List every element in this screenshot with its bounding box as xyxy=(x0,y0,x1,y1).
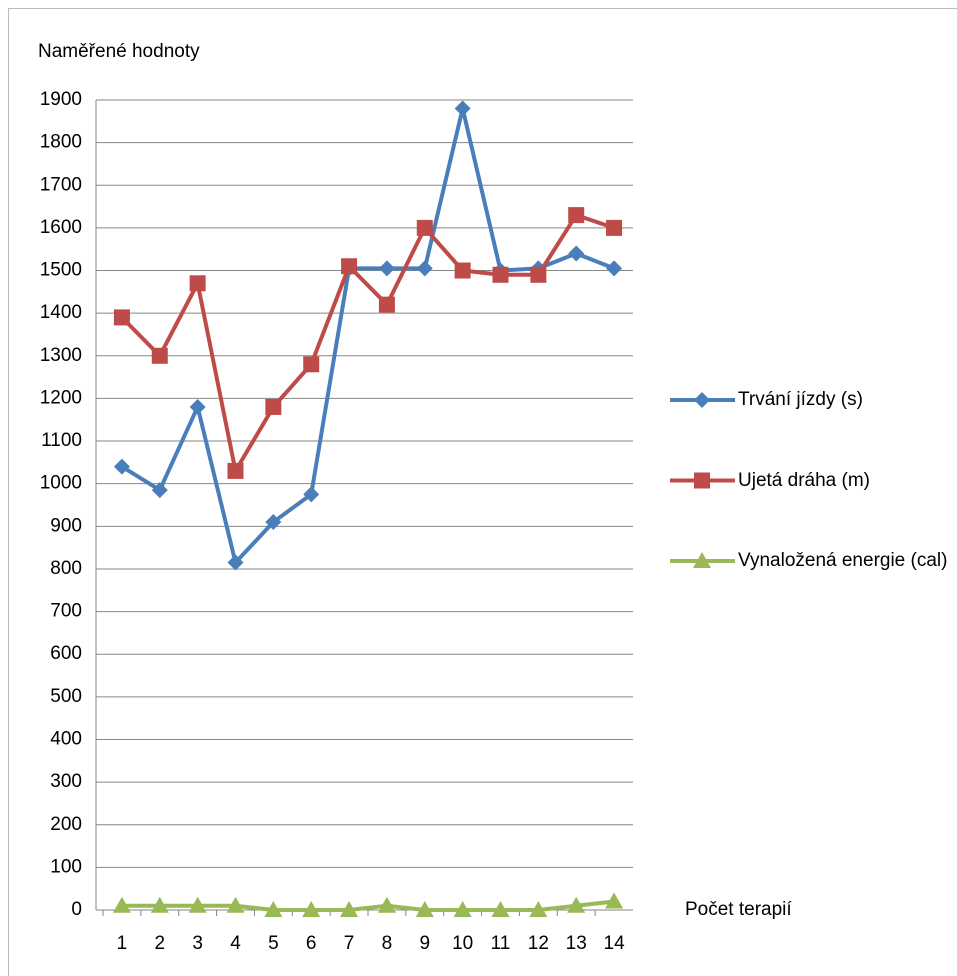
marker xyxy=(492,266,509,283)
y-tick-label: 1400 xyxy=(40,302,82,323)
marker xyxy=(454,100,471,117)
series-line xyxy=(120,213,615,473)
marker xyxy=(378,296,395,313)
x-tick-label: 6 xyxy=(306,933,317,954)
marker xyxy=(694,392,710,408)
x-tick-label: 11 xyxy=(491,933,511,954)
x-tick-label: 10 xyxy=(452,933,473,954)
x-tick-label: 5 xyxy=(268,933,279,954)
marker xyxy=(302,901,321,917)
marker xyxy=(454,262,471,279)
marker xyxy=(227,462,244,479)
marker xyxy=(189,398,206,415)
y-tick-label: 1100 xyxy=(41,430,82,451)
y-tick-label: 1500 xyxy=(40,260,82,281)
marker xyxy=(491,901,510,917)
y-tick-label: 500 xyxy=(50,686,82,707)
marker xyxy=(453,901,472,917)
marker xyxy=(264,901,283,917)
x-axis-label: Počet terapií xyxy=(685,899,792,920)
marker xyxy=(605,892,624,909)
marker xyxy=(567,896,586,913)
legend-label: Vynaložená energie (cal) xyxy=(738,550,948,571)
marker xyxy=(303,486,320,503)
y-tick-label: 800 xyxy=(50,558,82,579)
legend-label: Trvání jízdy (s) xyxy=(738,389,863,410)
marker xyxy=(693,552,711,568)
y-tick-label: 1800 xyxy=(40,132,82,153)
y-tick-label: 900 xyxy=(50,515,82,536)
x-tick-label: 9 xyxy=(419,933,430,954)
marker xyxy=(606,260,623,277)
marker xyxy=(151,482,168,499)
marker xyxy=(112,896,131,913)
marker xyxy=(188,896,207,913)
x-tick-label: 2 xyxy=(154,933,165,954)
chart-border xyxy=(8,8,957,976)
marker xyxy=(340,901,359,917)
marker xyxy=(416,260,433,277)
marker xyxy=(529,901,548,917)
marker xyxy=(568,245,585,262)
marker xyxy=(303,356,320,373)
marker xyxy=(227,554,244,571)
marker xyxy=(113,458,130,475)
y-tick-label: 400 xyxy=(50,728,82,749)
y-tick-label: 1300 xyxy=(40,345,82,366)
marker xyxy=(694,472,710,489)
x-tick-label: 13 xyxy=(566,933,587,954)
y-tick-label: 1900 xyxy=(40,89,82,110)
x-tick-label: 7 xyxy=(344,933,355,954)
x-tick-label: 1 xyxy=(117,933,128,954)
marker xyxy=(226,896,245,913)
y-tick-label: 300 xyxy=(50,771,82,792)
marker xyxy=(378,260,395,277)
marker xyxy=(568,207,585,224)
marker xyxy=(189,275,206,292)
marker xyxy=(151,347,168,364)
y-tick-label: 1200 xyxy=(40,387,82,408)
marker xyxy=(530,266,547,283)
y-tick-label: 600 xyxy=(50,643,82,664)
y-tick-label: 700 xyxy=(50,601,82,622)
y-tick-label: 1000 xyxy=(40,473,82,494)
legend-label: Ujetá dráha (m) xyxy=(738,469,870,491)
marker xyxy=(415,901,434,917)
y-tick-label: 0 xyxy=(71,899,82,920)
y-tick-label: 100 xyxy=(50,856,82,877)
marker xyxy=(606,219,623,236)
y-tick-label: 1600 xyxy=(40,217,82,238)
marker xyxy=(113,309,130,326)
series-line xyxy=(121,899,615,912)
x-tick-label: 4 xyxy=(230,933,241,954)
marker xyxy=(341,258,358,275)
marker xyxy=(377,896,396,913)
y-tick-label: 200 xyxy=(50,814,82,835)
x-tick-label: 14 xyxy=(604,933,626,954)
marker xyxy=(265,398,282,415)
chart-title: Naměřené hodnoty xyxy=(38,41,200,62)
marker xyxy=(150,896,169,913)
y-tick-label: 1700 xyxy=(40,174,82,195)
x-tick-label: 12 xyxy=(528,933,549,954)
marker xyxy=(416,219,433,236)
marker xyxy=(265,514,282,531)
x-tick-label: 8 xyxy=(382,933,393,954)
x-tick-label: 3 xyxy=(192,933,203,954)
series-line xyxy=(120,106,615,565)
